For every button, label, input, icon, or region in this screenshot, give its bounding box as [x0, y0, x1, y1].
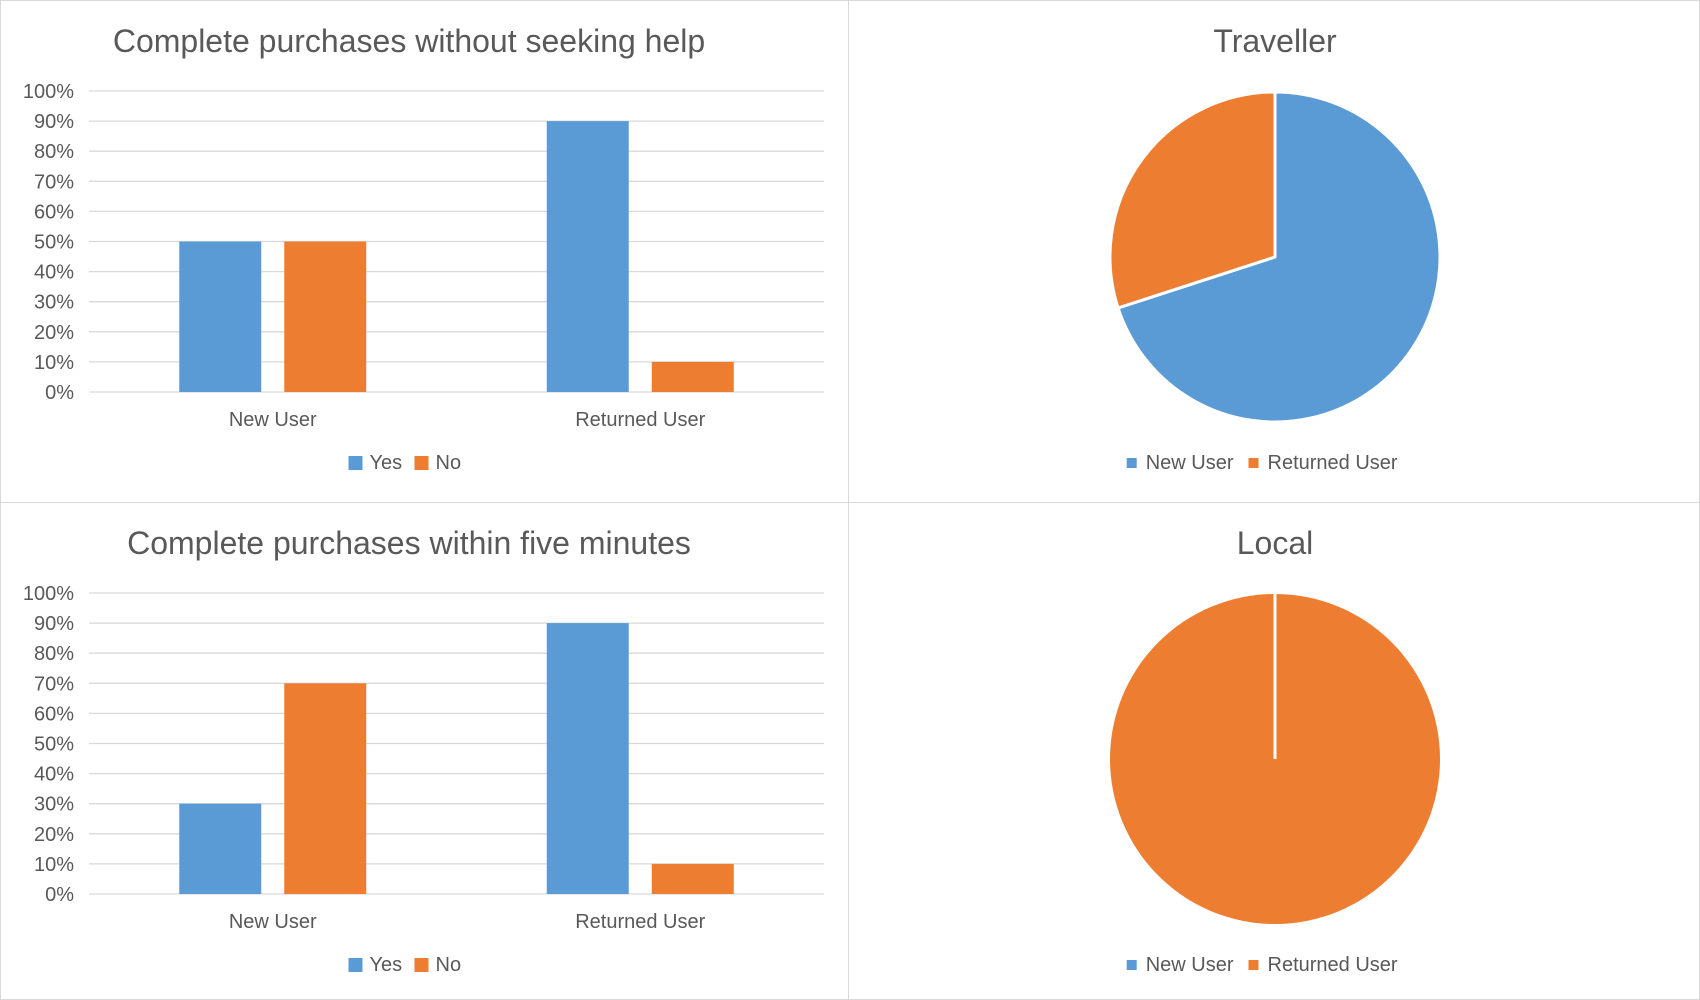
legend-label: New User: [1146, 452, 1234, 474]
y-tick-label: 20%: [34, 824, 74, 846]
bar-yes-returned-user: [546, 121, 629, 392]
legend-swatch-no: [414, 958, 429, 972]
y-tick-label: 10%: [34, 854, 74, 876]
chart-title: Local: [1237, 525, 1314, 561]
y-tick-label: 70%: [34, 171, 74, 193]
y-tick-label: 40%: [34, 764, 74, 786]
legend-label: Yes: [370, 954, 403, 976]
bar-yes-new-user: [179, 241, 262, 392]
bar-no-returned-user: [651, 863, 734, 894]
legend-swatch-new-user: [1126, 960, 1137, 970]
x-tick-label: New User: [229, 911, 317, 933]
chart-panel-local: Local New User Returned User: [848, 502, 1700, 1000]
y-tick-label: 50%: [34, 734, 74, 756]
y-tick-label: 30%: [34, 794, 74, 816]
x-tick-label: Returned User: [575, 911, 705, 933]
y-tick-label: 0%: [45, 884, 74, 906]
legend-swatch-yes: [348, 958, 363, 972]
bar-no-returned-user: [651, 361, 734, 392]
legend-label: Returned User: [1268, 452, 1398, 474]
legend-swatch-yes: [348, 456, 363, 470]
y-tick-label: 80%: [34, 141, 74, 163]
legend-swatch-new-user: [1126, 458, 1137, 468]
legend-swatch-returned-user: [1248, 960, 1259, 970]
y-tick-label: 100%: [23, 583, 74, 605]
bar-chart-five-minutes: Complete purchases within five minutes 0%…: [23, 525, 824, 976]
bar-no-new-user: [284, 241, 367, 392]
y-tick-label: 0%: [45, 382, 74, 404]
y-tick-label: 70%: [34, 673, 74, 695]
legend-label: Returned User: [1268, 954, 1398, 976]
bar-chart-help: Complete purchases without seeking help 0…: [23, 23, 824, 474]
y-tick-label: 90%: [34, 613, 74, 635]
y-tick-label: 30%: [34, 292, 74, 314]
y-tick-label: 90%: [34, 111, 74, 133]
y-tick-label: 20%: [34, 322, 74, 344]
y-tick-label: 40%: [34, 262, 74, 284]
x-tick-label: New User: [229, 409, 317, 431]
pie-chart-traveller: Traveller New User Returned User: [1108, 23, 1442, 474]
chart-panel-help: Complete purchases without seeking help 0…: [0, 0, 849, 503]
y-tick-label: 100%: [23, 81, 74, 103]
x-tick-label: Returned User: [575, 409, 705, 431]
chart-panel-traveller: Traveller New User Returned User: [848, 0, 1700, 503]
y-tick-label: 50%: [34, 232, 74, 254]
chart-panel-five-minutes: Complete purchases within five minutes 0%…: [0, 502, 849, 1000]
legend-label: No: [436, 452, 462, 474]
y-tick-label: 60%: [34, 703, 74, 725]
pie-slice-new-user: [1116, 90, 1442, 424]
y-tick-label: 10%: [34, 352, 74, 374]
legend-label: New User: [1146, 954, 1234, 976]
y-tick-label: 60%: [34, 201, 74, 223]
chart-title: Complete purchases within five minutes: [127, 525, 691, 561]
pie-chart-local: Local New User Returned User: [1110, 525, 1440, 976]
legend-swatch-no: [414, 456, 429, 470]
legend-swatch-returned-user: [1248, 458, 1259, 468]
bar-yes-new-user: [179, 803, 262, 894]
pie-slice-returned-user: [1108, 90, 1277, 310]
legend-label: Yes: [370, 452, 403, 474]
chart-title: Traveller: [1213, 23, 1337, 59]
bar-yes-returned-user: [546, 623, 629, 894]
chart-title: Complete purchases without seeking help: [113, 23, 705, 59]
y-tick-label: 80%: [34, 643, 74, 665]
legend-label: No: [436, 954, 462, 976]
bar-no-new-user: [284, 683, 367, 894]
